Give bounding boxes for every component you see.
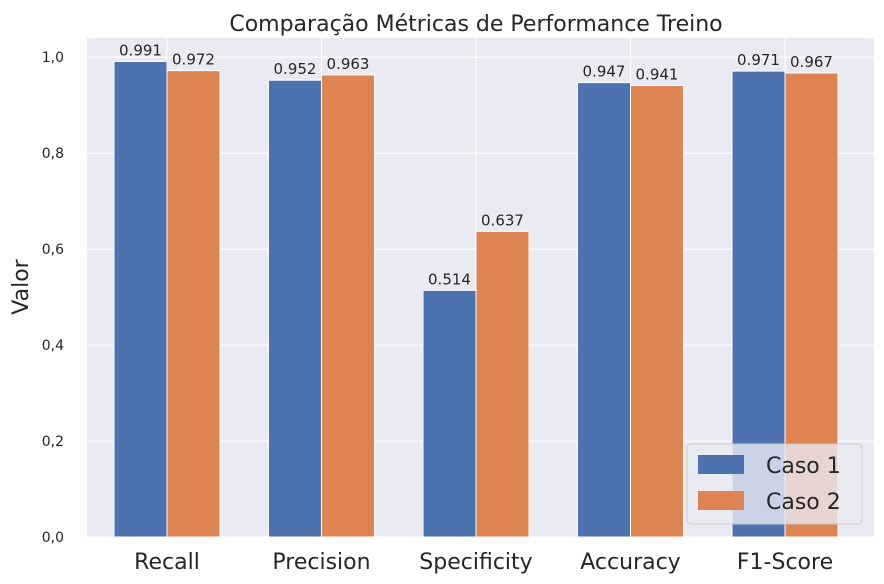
data-label-caso-2-f1-score: 0.967 — [790, 53, 833, 71]
bar-caso-2-recall — [166, 70, 221, 538]
x-axis-ticks: Recall Precision Specificity Accuracy F1-Sco… — [134, 550, 833, 575]
y-tick-label: 0,0 — [42, 530, 64, 546]
data-label-caso-1-specificity: 0.514 — [428, 270, 471, 288]
y-tick-label: 1,0 — [42, 50, 64, 66]
y-tick-label: 0,4 — [42, 338, 64, 354]
y-axis-label: Valor — [9, 258, 34, 314]
bar-caso-2-specificity — [475, 230, 530, 538]
bar-caso-1-recall — [113, 61, 168, 538]
data-label-caso-2-precision: 0.963 — [327, 55, 370, 73]
x-tick-label-precision: Precision — [272, 550, 370, 575]
data-label-caso-1-recall: 0.991 — [119, 42, 162, 60]
x-tick-label-specificity: Specificity — [419, 550, 532, 575]
data-label-caso-2-specificity: 0.637 — [481, 211, 524, 229]
y-axis-ticks: 0,0 0,2 0,4 0,6 0,8 1,0 — [42, 50, 64, 546]
legend-label-caso-1: Caso 1 — [766, 454, 841, 479]
x-tick-label-recall: Recall — [134, 550, 200, 575]
bar-caso-2-precision — [321, 74, 375, 538]
bar-caso-1-accuracy — [577, 82, 631, 538]
data-label-caso-1-accuracy: 0.947 — [583, 63, 626, 81]
legend-label-caso-2: Caso 2 — [766, 490, 841, 515]
y-tick-label: 0,2 — [42, 434, 64, 450]
data-label-caso-1-precision: 0.952 — [274, 60, 317, 78]
data-label-caso-2-accuracy: 0.941 — [636, 66, 679, 84]
bar-caso-1-precision — [268, 79, 322, 538]
bar-caso-2-accuracy — [630, 85, 684, 538]
y-tick-label: 0,8 — [42, 146, 64, 162]
bars — [113, 61, 839, 538]
x-tick-label-f1-score: F1-Score — [737, 550, 833, 575]
legend-swatch-caso-1 — [698, 455, 744, 474]
data-labels: 0.991 0.952 0.514 0.947 0.971 0.972 0.963 0.637… — [119, 42, 833, 289]
legend-swatch-caso-2 — [698, 491, 744, 510]
data-label-caso-2-recall: 0.972 — [172, 51, 215, 69]
x-tick-label-accuracy: Accuracy — [580, 550, 680, 575]
bar-caso-1-specificity — [422, 289, 477, 538]
legend: Caso 1 Caso 2 — [686, 443, 863, 525]
chart-title: Comparação Métricas de Performance Trein… — [229, 12, 722, 37]
data-label-caso-1-f1-score: 0.971 — [737, 51, 780, 69]
y-tick-label: 0,6 — [42, 242, 64, 258]
